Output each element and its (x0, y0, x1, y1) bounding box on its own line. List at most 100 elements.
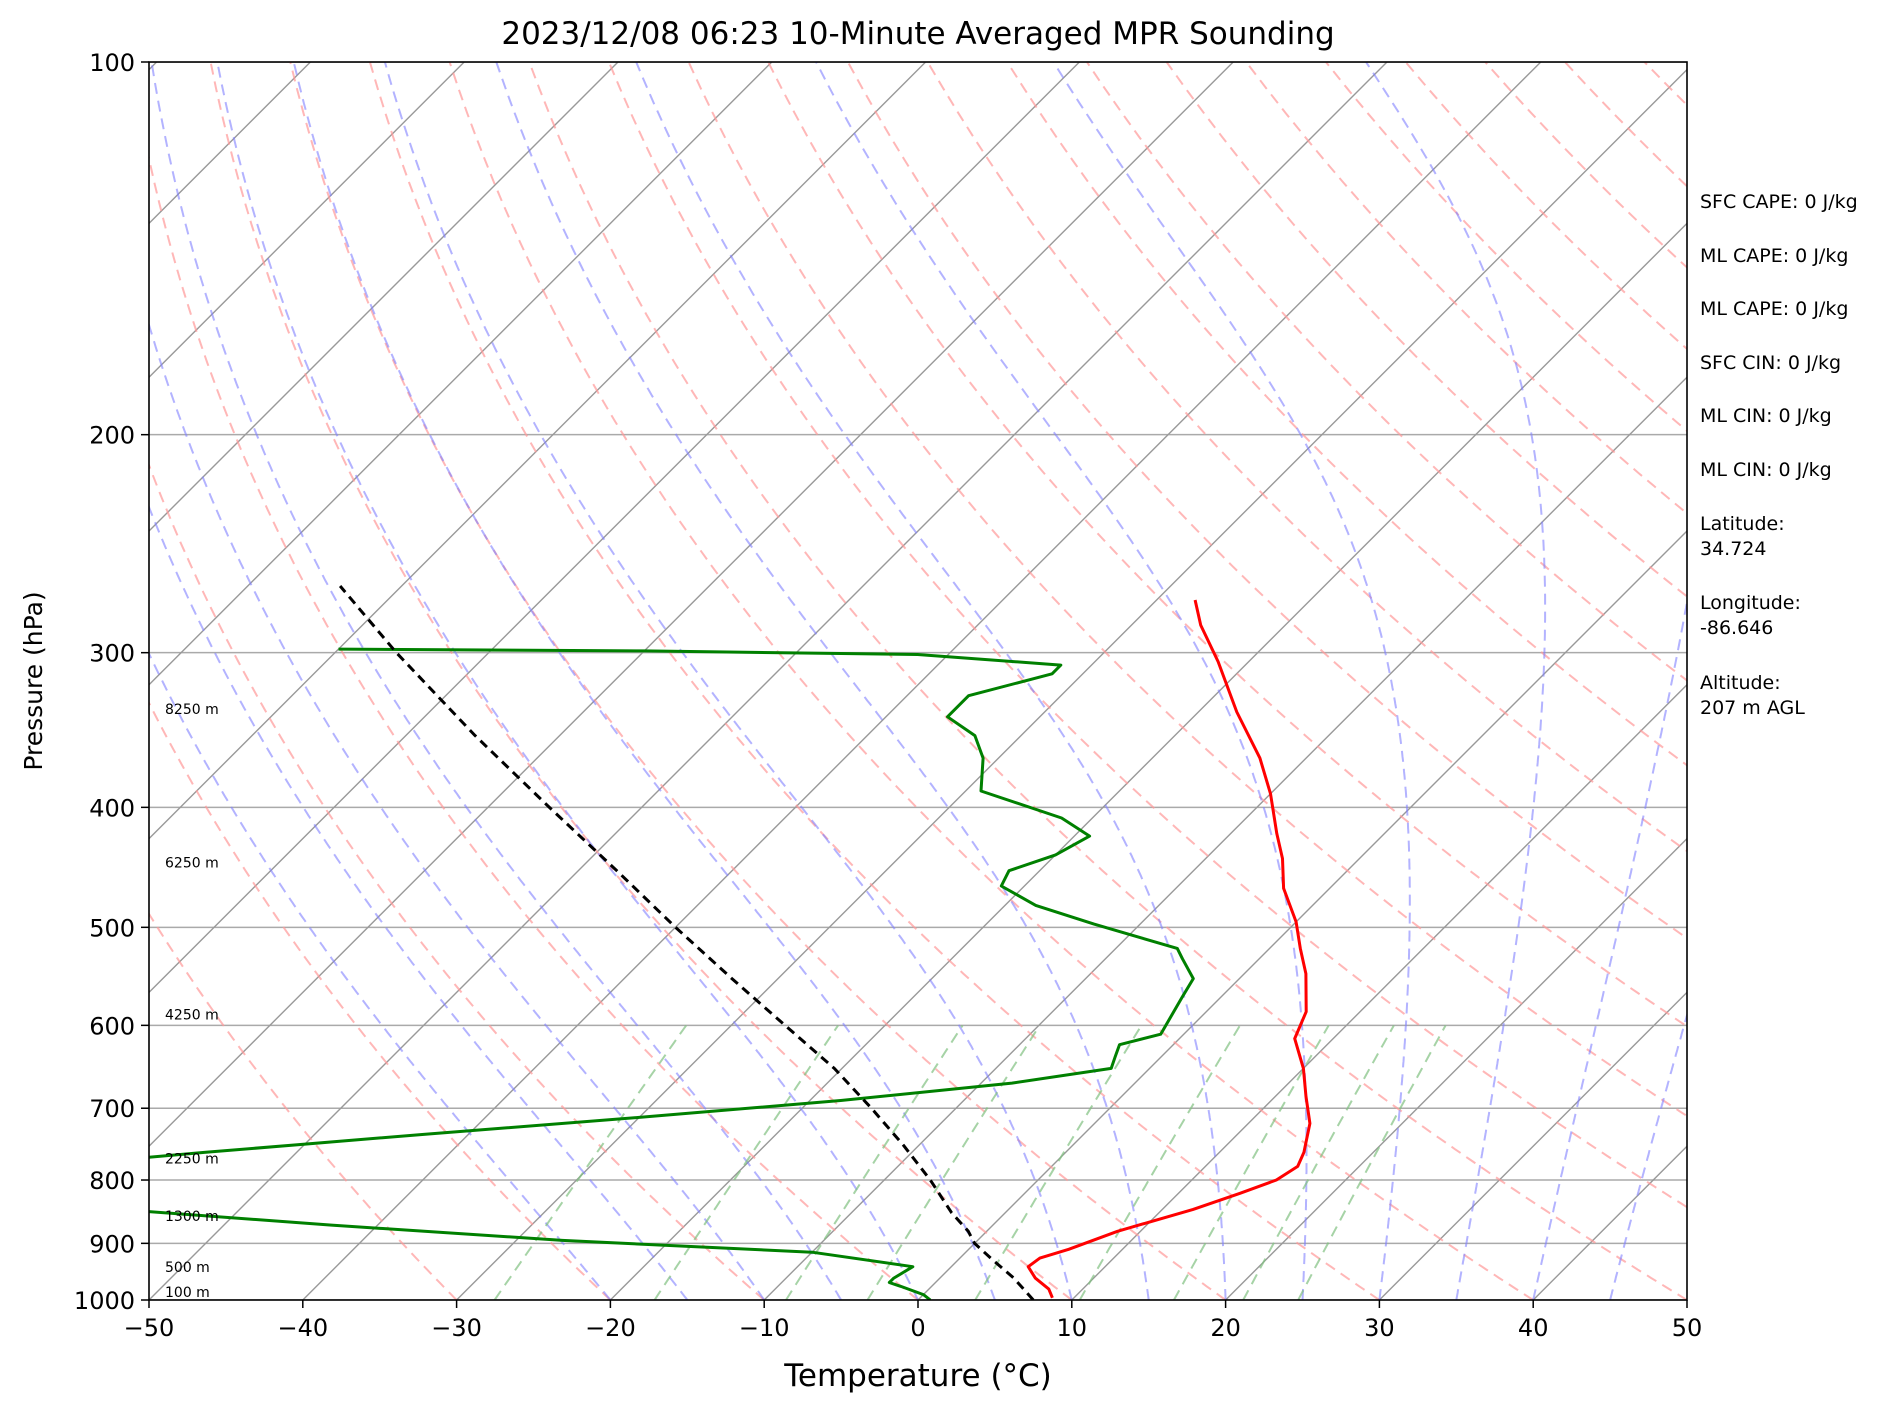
ml-cin-text-2: ML CIN: 0 J/kg (1700, 459, 1832, 481)
y-tick-label: 800 (89, 1167, 135, 1195)
moist-adiabat-line (149, 321, 766, 1300)
longitude-value: -86.646 (1700, 617, 1774, 639)
x-tick-label: −10 (739, 1314, 790, 1342)
x-axis-label: Temperature (°C) (783, 1358, 1052, 1394)
dry-adiabat-line (368, 62, 1380, 1300)
isotherm-line (149, 62, 1234, 1148)
moist-adiabat-line (1052, 62, 1411, 1300)
isotherm-line (1225, 837, 1687, 1300)
dry-adiabat-line (209, 62, 1073, 1300)
mixing-ratio-line (974, 1024, 1143, 1300)
y-tick-label: 400 (89, 794, 135, 822)
isotherm-line (302, 62, 1542, 1300)
isotherm-line (0, 62, 3, 1300)
chart-title: 2023/12/08 06:23 10-Minute Averaged MPR … (501, 16, 1334, 52)
sfc-cape-text: SFC CAPE: 0 J/kg (1700, 191, 1858, 213)
x-tick-label: 50 (1672, 1314, 1703, 1342)
isotherm-line (456, 68, 1687, 1300)
height-label: 6250 m (165, 856, 219, 872)
altitude-value: 207 m AGL (1700, 697, 1805, 719)
y-axis-label: Pressure (hPa) (19, 591, 48, 770)
mixing-ratio-line (866, 1024, 1041, 1300)
isotherm-line (1378, 991, 1687, 1300)
plot-frame (148, 61, 1688, 1301)
moist-adiabat-line (292, 62, 996, 1300)
height-labels: 100 m 500 m 1300 m 2250 m 4250 m 6250 m 8250 m (165, 702, 219, 1301)
axes: −50 −40 −30 −20 −10 0 10 20 30 40 50 1000 900 800 700 6… (74, 49, 1702, 1342)
isotherm-line (149, 62, 927, 840)
ml-cin-text: ML CIN: 0 J/kg (1700, 405, 1832, 427)
mixing-ratio-line (493, 1024, 688, 1300)
isotherm-line (149, 62, 619, 532)
height-label: 1300 m (165, 1209, 219, 1225)
height-label: 4250 m (165, 1008, 219, 1024)
latitude-value: 34.724 (1700, 538, 1767, 560)
height-label: 500 m (165, 1260, 210, 1276)
mixing-ratio-line (785, 1024, 964, 1300)
dry-adiabat-line (528, 62, 1687, 1300)
dry-adiabat-line (1086, 62, 1687, 682)
x-tick-label: 10 (1057, 1314, 1088, 1342)
moist-adiabat-line (149, 651, 612, 1300)
mixing-ratio-line (1078, 1024, 1241, 1300)
parcel-profile-line (338, 585, 1035, 1300)
height-label: 100 m (165, 1285, 210, 1301)
longitude-label: Longitude: (1700, 592, 1801, 614)
y-tick-label: 100 (89, 49, 135, 77)
dry-adiabat-line (149, 462, 765, 1300)
isotherm-line (763, 376, 1687, 1300)
isotherm-line (149, 62, 1080, 994)
x-tick-label: −40 (277, 1314, 328, 1342)
isotherm-line (917, 530, 1687, 1300)
mixing-ratio-line (1173, 1024, 1330, 1300)
isotherm-line (149, 62, 1388, 1300)
dry-adiabat-line (149, 911, 458, 1300)
y-tick-label: 300 (89, 640, 135, 668)
moist-adiabat-line (149, 504, 689, 1300)
latitude-label: Latitude: (1700, 513, 1785, 535)
height-label: 2250 m (165, 1151, 219, 1167)
moist-adiabat-line (1609, 1011, 1687, 1300)
isotherm-line (1841, 62, 1893, 1300)
background-lines (0, 62, 1893, 1300)
y-tick-label: 600 (89, 1012, 135, 1040)
ml-cape-text: ML CAPE: 0 J/kg (1700, 245, 1849, 267)
x-tick-label: 30 (1364, 1314, 1395, 1342)
height-label: 8250 m (165, 702, 219, 718)
dry-adiabat-line (149, 700, 612, 1300)
moist-adiabat-line (635, 62, 1227, 1300)
x-tick-label: 40 (1518, 1314, 1549, 1342)
altitude-label: Altitude: (1700, 672, 1781, 694)
isotherm-line (1071, 683, 1687, 1300)
dry-adiabat-line (607, 62, 1687, 1209)
series-lines (149, 585, 1312, 1300)
isotherm-line (149, 62, 465, 379)
x-tick-label: −20 (585, 1314, 636, 1342)
moist-adiabat-line (1532, 596, 1687, 1300)
dewpoint-profile-line (149, 647, 1195, 1300)
moist-adiabat-line (495, 62, 1150, 1300)
x-tick-label: 0 (910, 1314, 925, 1342)
y-tick-label: 500 (89, 914, 135, 942)
moist-adiabat-line (383, 62, 1073, 1300)
y-tick-label: 200 (89, 422, 135, 450)
isotherm-line (149, 62, 773, 686)
x-tick-label: 20 (1210, 1314, 1241, 1342)
x-tick-label: −50 (124, 1314, 175, 1342)
dry-adiabat-line (926, 62, 1687, 853)
y-tick-label: 900 (89, 1230, 135, 1258)
moist-adiabat-line (150, 62, 842, 1300)
mixing-ratio-line (1297, 1024, 1447, 1300)
dry-adiabat-line (149, 153, 919, 1300)
ml-cape-text-2: ML CAPE: 0 J/kg (1700, 298, 1849, 320)
x-tick-label: −30 (431, 1314, 482, 1342)
isotherm-line (609, 222, 1687, 1300)
moist-adiabat-line (815, 62, 1308, 1300)
mixing-ratio-line (653, 1024, 839, 1300)
moist-adiabat-line (1365, 62, 1547, 1300)
y-tick-label: 1000 (74, 1287, 135, 1315)
moist-adiabat-line (216, 62, 919, 1300)
dry-adiabat-line (767, 62, 1687, 1028)
y-tick-label: 700 (89, 1095, 135, 1123)
